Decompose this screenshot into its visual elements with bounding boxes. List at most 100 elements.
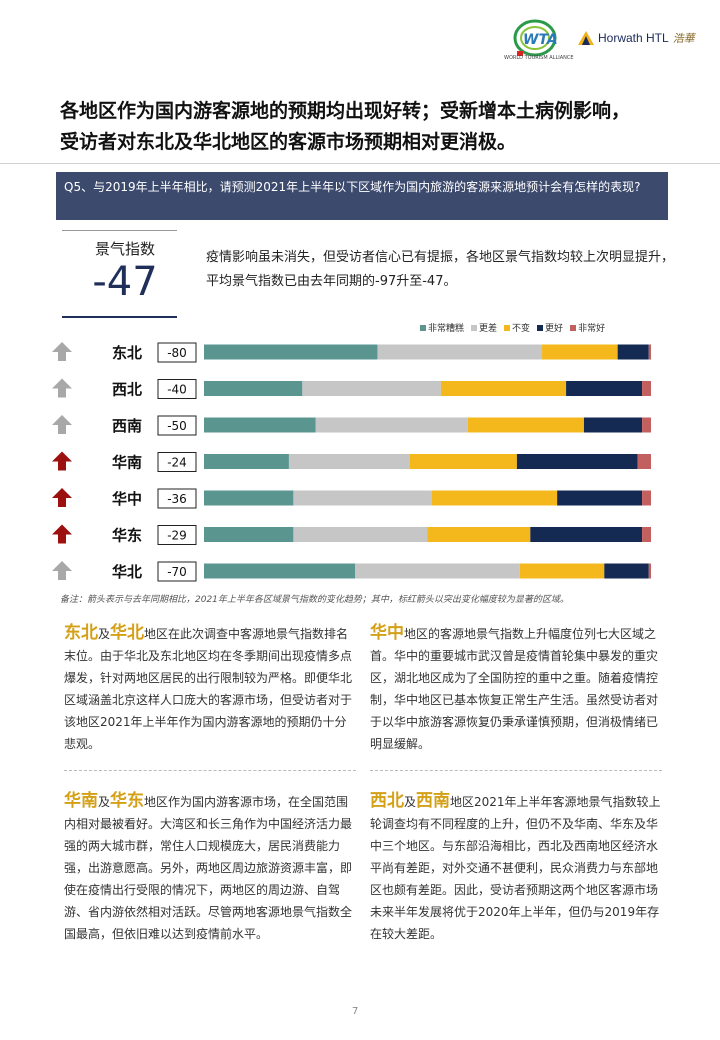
- up-arrow-icon: [52, 378, 72, 398]
- page-number: 7: [352, 1006, 359, 1017]
- bar-segment: [377, 344, 543, 360]
- bar-segment: [642, 417, 651, 433]
- bar-segment: [604, 563, 649, 579]
- bar-segment: [204, 527, 294, 542]
- highlight-region: 华东: [110, 791, 145, 811]
- block-divider: [370, 770, 662, 771]
- bar-segment: [204, 563, 356, 579]
- bar-segment: [519, 563, 605, 579]
- bar-segment: [355, 563, 520, 579]
- bar-segment: [204, 417, 316, 433]
- stacked-bar-chart: 东北 -80 西北 -40 西南 -50 华南 -24 华中 -36 华东 -29 华北 -70: [52, 342, 651, 582]
- highlight-region: 华中: [370, 623, 404, 643]
- up-arrow-icon: [52, 524, 72, 544]
- block-body: 地区在此次调查中客源地景气指数排名末位。由于华北及东北地区均在冬季期间出现疫情多…: [64, 627, 353, 751]
- legend-swatch: [471, 324, 478, 331]
- legend-label: 非常好: [578, 324, 606, 334]
- legend-item: 不变: [504, 321, 530, 334]
- category-label: 华中: [112, 490, 142, 508]
- text-block-south-east: 华南及华东地区作为国内游客源市场，在全国范围内相对最被看好。大湾区和长三角作为中…: [64, 790, 356, 945]
- chart-note: 备注：箭头表示与去年同期相比，2021年上半年各区域景气指数的变化趋势；其中，标…: [60, 595, 569, 605]
- index-box: [157, 379, 197, 399]
- bar-segment: [516, 454, 638, 469]
- block-body: 地区2021年上半年客源地景气指数较上轮调查均有不同程度的上升，但仍不及华南、华…: [370, 795, 661, 941]
- index-value-label: -24: [167, 456, 187, 470]
- index-divider: [62, 316, 177, 318]
- bar-segment: [530, 527, 643, 542]
- index-box: [157, 452, 197, 472]
- bar-segment: [642, 490, 651, 506]
- up-arrow-icon: [52, 342, 72, 361]
- bar-segment: [583, 417, 643, 433]
- bar-segment: [637, 454, 651, 469]
- highlight-region: 华北: [110, 623, 145, 643]
- legend-swatch: [570, 324, 577, 331]
- bar-segment: [204, 454, 289, 469]
- conjunction: 及: [98, 627, 111, 641]
- index-value-label: -80: [167, 346, 187, 360]
- title-line-2: 受访者对东北及华北地区的客源市场预期相对更消极。: [60, 131, 517, 153]
- index-top-divider: [62, 230, 177, 231]
- index-label: 景气指数: [94, 240, 155, 258]
- index-box: [157, 342, 197, 363]
- index-value-label: -70: [167, 565, 187, 579]
- highlight-region: 东北: [64, 623, 98, 643]
- up-arrow-icon: [52, 451, 72, 471]
- legend-item: 更好: [537, 321, 563, 334]
- text-block-northeast-north: 东北及华北地区在此次调查中客源地景气指数排名末位。由于华北及东北地区均在冬季期间…: [64, 622, 356, 755]
- legend-swatch: [420, 324, 426, 331]
- category-label: 西南: [112, 417, 142, 435]
- bar-segment: [288, 454, 410, 469]
- index-box: [157, 525, 197, 545]
- bar-segment: [648, 344, 651, 360]
- bar-segment: [431, 490, 558, 506]
- highlight-region: 西南: [416, 791, 451, 811]
- bar-segment: [566, 381, 643, 396]
- index-box: [157, 561, 197, 582]
- bar-segment: [557, 490, 643, 506]
- index-value-label: -50: [167, 419, 187, 433]
- conjunction: 及: [404, 795, 417, 809]
- index-value-label: -36: [167, 492, 187, 506]
- category-label: 华北: [112, 563, 142, 581]
- bar-segment: [617, 344, 649, 360]
- up-arrow-icon: [52, 488, 72, 507]
- title-divider: [0, 163, 720, 164]
- bar-segment: [293, 527, 428, 542]
- legend-label: 非常糟糕: [428, 324, 465, 334]
- bar-segment: [542, 344, 618, 360]
- text-block-central: 华中地区的客源地景气指数上升幅度位列七大区域之首。华中的重要城市武汉曾是疫情首轮…: [370, 622, 662, 755]
- wta-caption: WORLD TOURISM ALLIANCE: [504, 55, 574, 61]
- legend-item: 非常好: [570, 321, 605, 334]
- index-summary: 疫情影响虽未消失，但受访者信心已有提振，各地区景气指数均较上次明显提升，平均景气…: [206, 250, 675, 289]
- block-body: 地区作为国内游客源市场，在全国范围内相对最被看好。大湾区和长三角作为中国经济活力…: [64, 795, 353, 941]
- legend-label: 更好: [545, 324, 564, 334]
- bar-segment: [204, 381, 303, 396]
- index-value-label: -40: [167, 383, 187, 397]
- bar-segment: [293, 490, 432, 506]
- bar-segment: [204, 490, 294, 506]
- bar-segment: [648, 563, 651, 579]
- legend-label: 更差: [479, 324, 498, 334]
- horwath-text: Horwath HTL: [598, 31, 669, 45]
- horwath-triangle-icon: [578, 31, 594, 45]
- legend-swatch: [504, 324, 511, 331]
- highlight-region: 西北: [370, 791, 404, 811]
- category-label: 东北: [112, 344, 142, 362]
- horwath-chinese-name: 浩華: [672, 32, 695, 45]
- question-bar: Q5、与2019年上半年相比，请预测2021年上半年以下区域作为国内旅游的客源来…: [56, 172, 668, 220]
- index-box: [157, 488, 197, 509]
- bar-segment: [409, 454, 517, 469]
- block-body: 地区的客源地景气指数上升幅度位列七大区域之首。华中的重要城市武汉曾是疫情首轮集中…: [370, 627, 659, 751]
- horwath-logo: Horwath HTL 浩華: [578, 30, 695, 46]
- legend-label: 不变: [512, 324, 531, 334]
- bar-segment: [642, 381, 651, 396]
- bar-segment: [302, 381, 441, 396]
- bar-segment: [440, 381, 567, 396]
- wta-logo-text: WTA: [523, 32, 558, 48]
- legend-item: 非常糟糕: [420, 321, 464, 334]
- legend-item: 更差: [471, 321, 497, 334]
- bar-segment: [467, 417, 584, 433]
- index-box: [157, 415, 197, 436]
- legend-swatch: [537, 324, 544, 331]
